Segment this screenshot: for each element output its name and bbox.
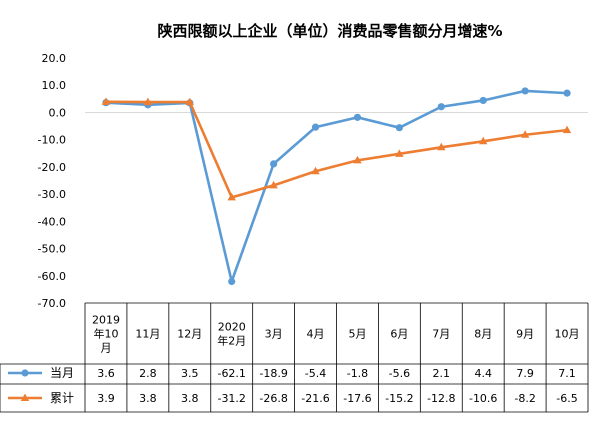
data-label: 3.6 [97,367,115,380]
x-tick-label: 3月 [265,328,283,341]
data-label: -62.1 [217,367,245,380]
x-tick-label: 5月 [348,328,366,341]
data-label: 7.1 [558,367,576,380]
data-label: -10.6 [469,392,497,405]
data-label: -5.6 [389,367,410,380]
data-label: 3.9 [97,392,115,405]
y-tick-label: -40.0 [38,215,66,228]
data-label: -18.9 [259,367,287,380]
x-tick-label: 4月 [307,328,325,341]
data-point [479,136,488,145]
data-point [311,123,320,131]
data-point [479,96,487,105]
legend-marker [20,393,30,401]
data-label: -12.8 [427,392,455,405]
data-point [185,97,194,106]
data-label: 3.8 [181,392,199,405]
data-point [269,180,278,189]
data-label: -21.6 [301,392,329,405]
data-label: 2.8 [139,367,157,380]
data-label: -31.2 [217,392,245,405]
x-tick-label: 年10 [93,327,118,341]
x-tick-label: 年2月 [217,334,246,348]
series-line [105,100,568,199]
data-point [311,166,320,175]
data-point [270,160,278,168]
series-lines [101,87,572,286]
data-label: 3.5 [181,367,199,380]
x-tick-label: 7月 [432,328,450,341]
chart-title: 陕西限额以上企业（单位）消费品零售额分月增速% [157,22,502,40]
x-tick-label: 8月 [474,328,492,341]
y-tick-label: -10.0 [38,134,66,147]
data-label: 7.9 [516,367,534,380]
data-label: -26.8 [259,392,287,405]
series-line [105,89,568,283]
x-tick-label: 10月 [555,328,580,341]
x-tick-label: 9月 [516,328,534,341]
data-point [521,87,529,95]
x-tick-label: 12月 [177,328,202,341]
data-label: -6.5 [556,392,577,405]
data-label: 4.4 [474,367,492,380]
x-tick-label: 2020 [218,321,246,334]
legend-label: 当月 [50,366,74,380]
data-point [395,124,403,132]
y-tick-label: 20.0 [42,52,67,65]
data-label: -1.8 [347,367,368,380]
data-label: 2.1 [433,367,451,380]
legend-label: 累计 [50,391,74,405]
legend-marker [21,369,29,377]
y-tick-label: -70.0 [38,297,66,310]
x-tick-label: 11月 [135,328,160,341]
y-tick-label: 10.0 [42,79,67,92]
data-point [562,125,572,134]
data-point [437,142,446,151]
y-tick-label: 0.0 [49,106,67,119]
x-tick-label: 6月 [390,328,408,341]
y-tick-label: -20.0 [38,161,66,174]
data-point [353,113,362,121]
y-tick-label: -60.0 [38,270,66,283]
data-label: 3.8 [139,392,157,405]
data-point [563,89,571,97]
data-label: -8.2 [514,392,535,405]
data-point [353,155,362,164]
data-point [395,149,404,157]
data-point [437,103,445,111]
x-tick-label: 2019 [92,314,120,327]
data-label: -15.2 [385,392,413,405]
y-tick-label: -30.0 [38,188,66,201]
data-point [228,277,236,286]
axes: 20.0 10.0 0.0 -10.0 -20.0 -30.0 -40.0 -50.0 -60.… [38,52,588,310]
data-point [101,97,111,105]
x-tick-label: 月 [100,342,111,355]
data-point [520,130,530,138]
y-tick-label: -50.0 [38,243,66,256]
data-point [227,192,236,201]
data-label: -17.6 [343,392,371,405]
data-point [143,97,153,106]
data-label: -5.4 [305,367,326,380]
